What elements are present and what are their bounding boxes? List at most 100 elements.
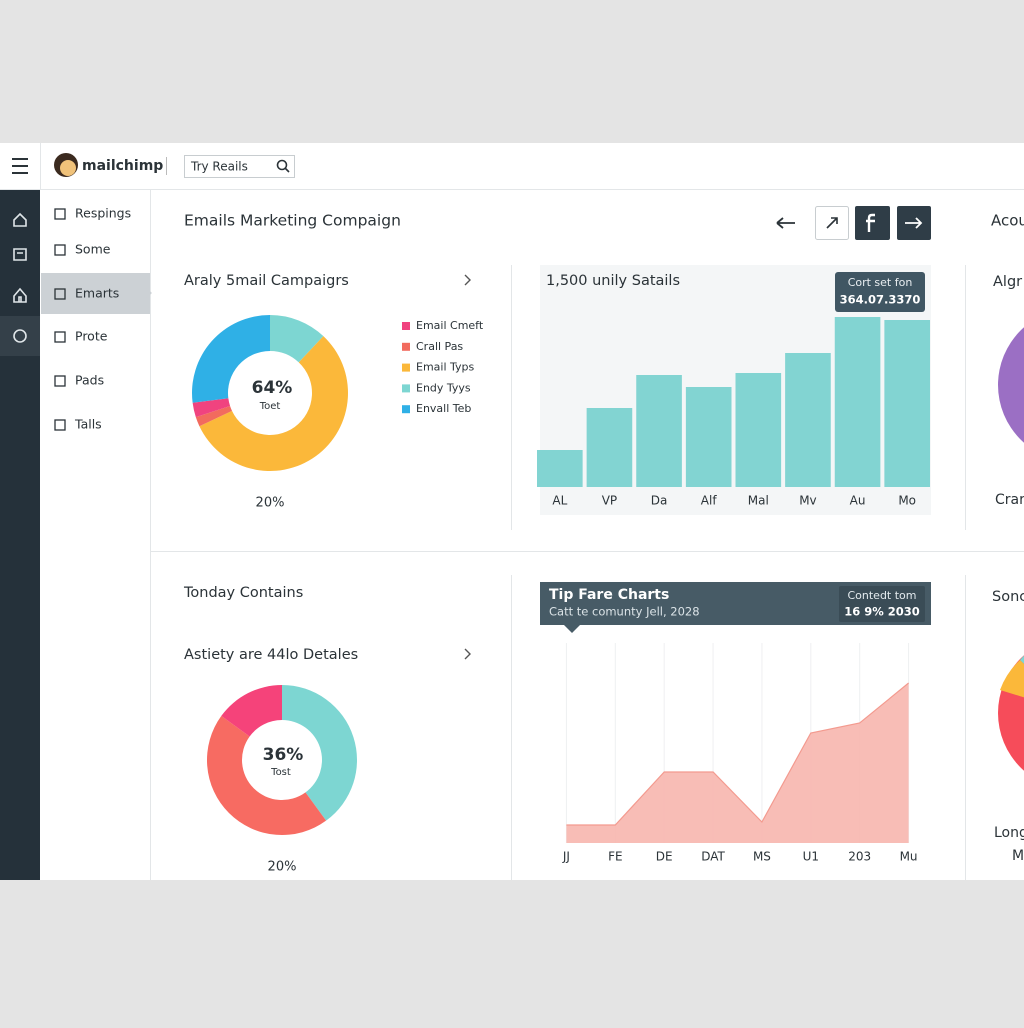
right-label: Algr [993,274,1022,290]
toolbar [776,206,931,240]
area-chart: JJ FE DE DAT MS U1 203 Mu [562,643,918,864]
nav-item[interactable]: Some [75,242,111,257]
legend-label: Email Typs [416,361,475,374]
bar [884,320,930,487]
tooltip-value: 364.07.3370 [840,293,921,307]
bar [636,375,682,487]
x-tick-label: Mu [900,850,918,864]
bar [834,317,881,487]
x-tick-label: U1 [803,850,819,864]
back-button[interactable] [776,217,795,229]
donut-center-label: Tost [270,767,291,778]
legend: Email Cmeft Crall Pas Email Typs Endy Tyys E… [402,319,484,415]
area-header-pointer [564,625,580,633]
tooltip-title: Cort set fon [848,276,913,289]
chevron[interactable] [464,648,471,660]
x-tick-label: Da [651,494,668,508]
nav-list: Respings Some Emarts Prote Pads Talls [54,206,131,432]
nav-icon [54,419,66,431]
sidebar-active [0,316,40,356]
donut-segment [221,685,282,737]
right-label: Long [994,825,1024,841]
right-footer: Crar [995,492,1024,508]
x-tick-label: Alf [701,494,718,508]
legend-label: Endy Tyys [416,381,471,394]
legend-label: Crall Pas [416,340,463,353]
search-box[interactable] [184,155,295,178]
share-icon [826,217,838,229]
legend-swatch [402,405,410,414]
subnav-pointer [145,287,152,299]
x-tick-label: Mv [799,494,816,508]
nav-icon [54,288,66,300]
logo: mailchimp [82,158,163,174]
logo-icon [54,153,78,177]
nav-icon [54,208,66,220]
legend-label: Envall Teb [416,402,471,415]
x-tick-label: FE [608,850,622,864]
facebook-icon [866,213,875,232]
sidebar [0,190,40,880]
area-line [566,682,909,826]
x-tick-label: VP [602,494,617,508]
badge [839,586,925,622]
donut-segment [270,315,324,363]
x-tick-label: MS [753,850,771,864]
donut-footer: 20% [256,496,285,511]
bar [685,387,732,487]
x-tick-label: Mal [748,494,769,508]
donut [206,685,358,836]
nav-item[interactable]: Emarts [75,286,119,301]
hamburger[interactable] [12,158,28,174]
next-icon [905,217,923,229]
tooltip [835,272,925,312]
donut-center-label: Toet [259,401,281,412]
search-icon [276,159,290,173]
subnav-active [41,273,150,314]
badge-label: Contedt tom [847,589,916,602]
panel-title: Araly 5mail Campaigrs [184,273,349,289]
bar-chart: AL VP Da Alf Mal Mv Au Mo [537,317,930,508]
bar [735,373,782,487]
x-tick-label: AL [552,494,567,508]
bar [586,408,633,487]
legend-swatch [402,342,410,351]
donut [192,315,348,472]
bar-title: 1,500 unily Satails [546,273,680,289]
nav-item[interactable]: Pads [75,373,104,388]
partial-chart [998,327,1024,443]
donut-segment [282,685,358,821]
nav-item[interactable]: Respings [75,206,131,221]
x-tick-label: 203 [848,850,871,864]
facebook-button[interactable] [855,206,890,240]
panel-subtitle: Astiety are 44lo Detales [184,647,358,663]
donut-footer: 20% [268,860,297,875]
nav-icon [54,331,66,343]
donut-segment [195,405,232,427]
bar [537,450,583,487]
donut-segment [199,336,348,472]
nav-item[interactable]: Prote [75,329,108,344]
legend-swatch [402,363,410,372]
search-text: Try Reails [190,160,248,174]
area [566,683,909,843]
nav-item[interactable]: Talls [74,417,102,432]
right-title: Acou [991,212,1024,230]
nav-icon [54,244,66,256]
sidebar-icons [13,212,27,343]
donut-center-value: 64% [252,378,293,398]
legend-label: Email Cmeft [416,319,484,332]
chevron[interactable] [464,274,471,286]
right-footer: M [1012,848,1024,864]
donut-segment [206,715,327,836]
bar [785,353,831,487]
donut-segment [192,315,270,403]
nav-icon [54,375,66,387]
x-tick-label: Mo [898,494,916,508]
donut-segment [192,398,231,418]
panel-title: Tonday Contains [183,585,303,601]
legend-swatch [402,322,410,330]
x-tick-label: Au [850,494,866,508]
x-tick-label: DAT [701,850,725,864]
